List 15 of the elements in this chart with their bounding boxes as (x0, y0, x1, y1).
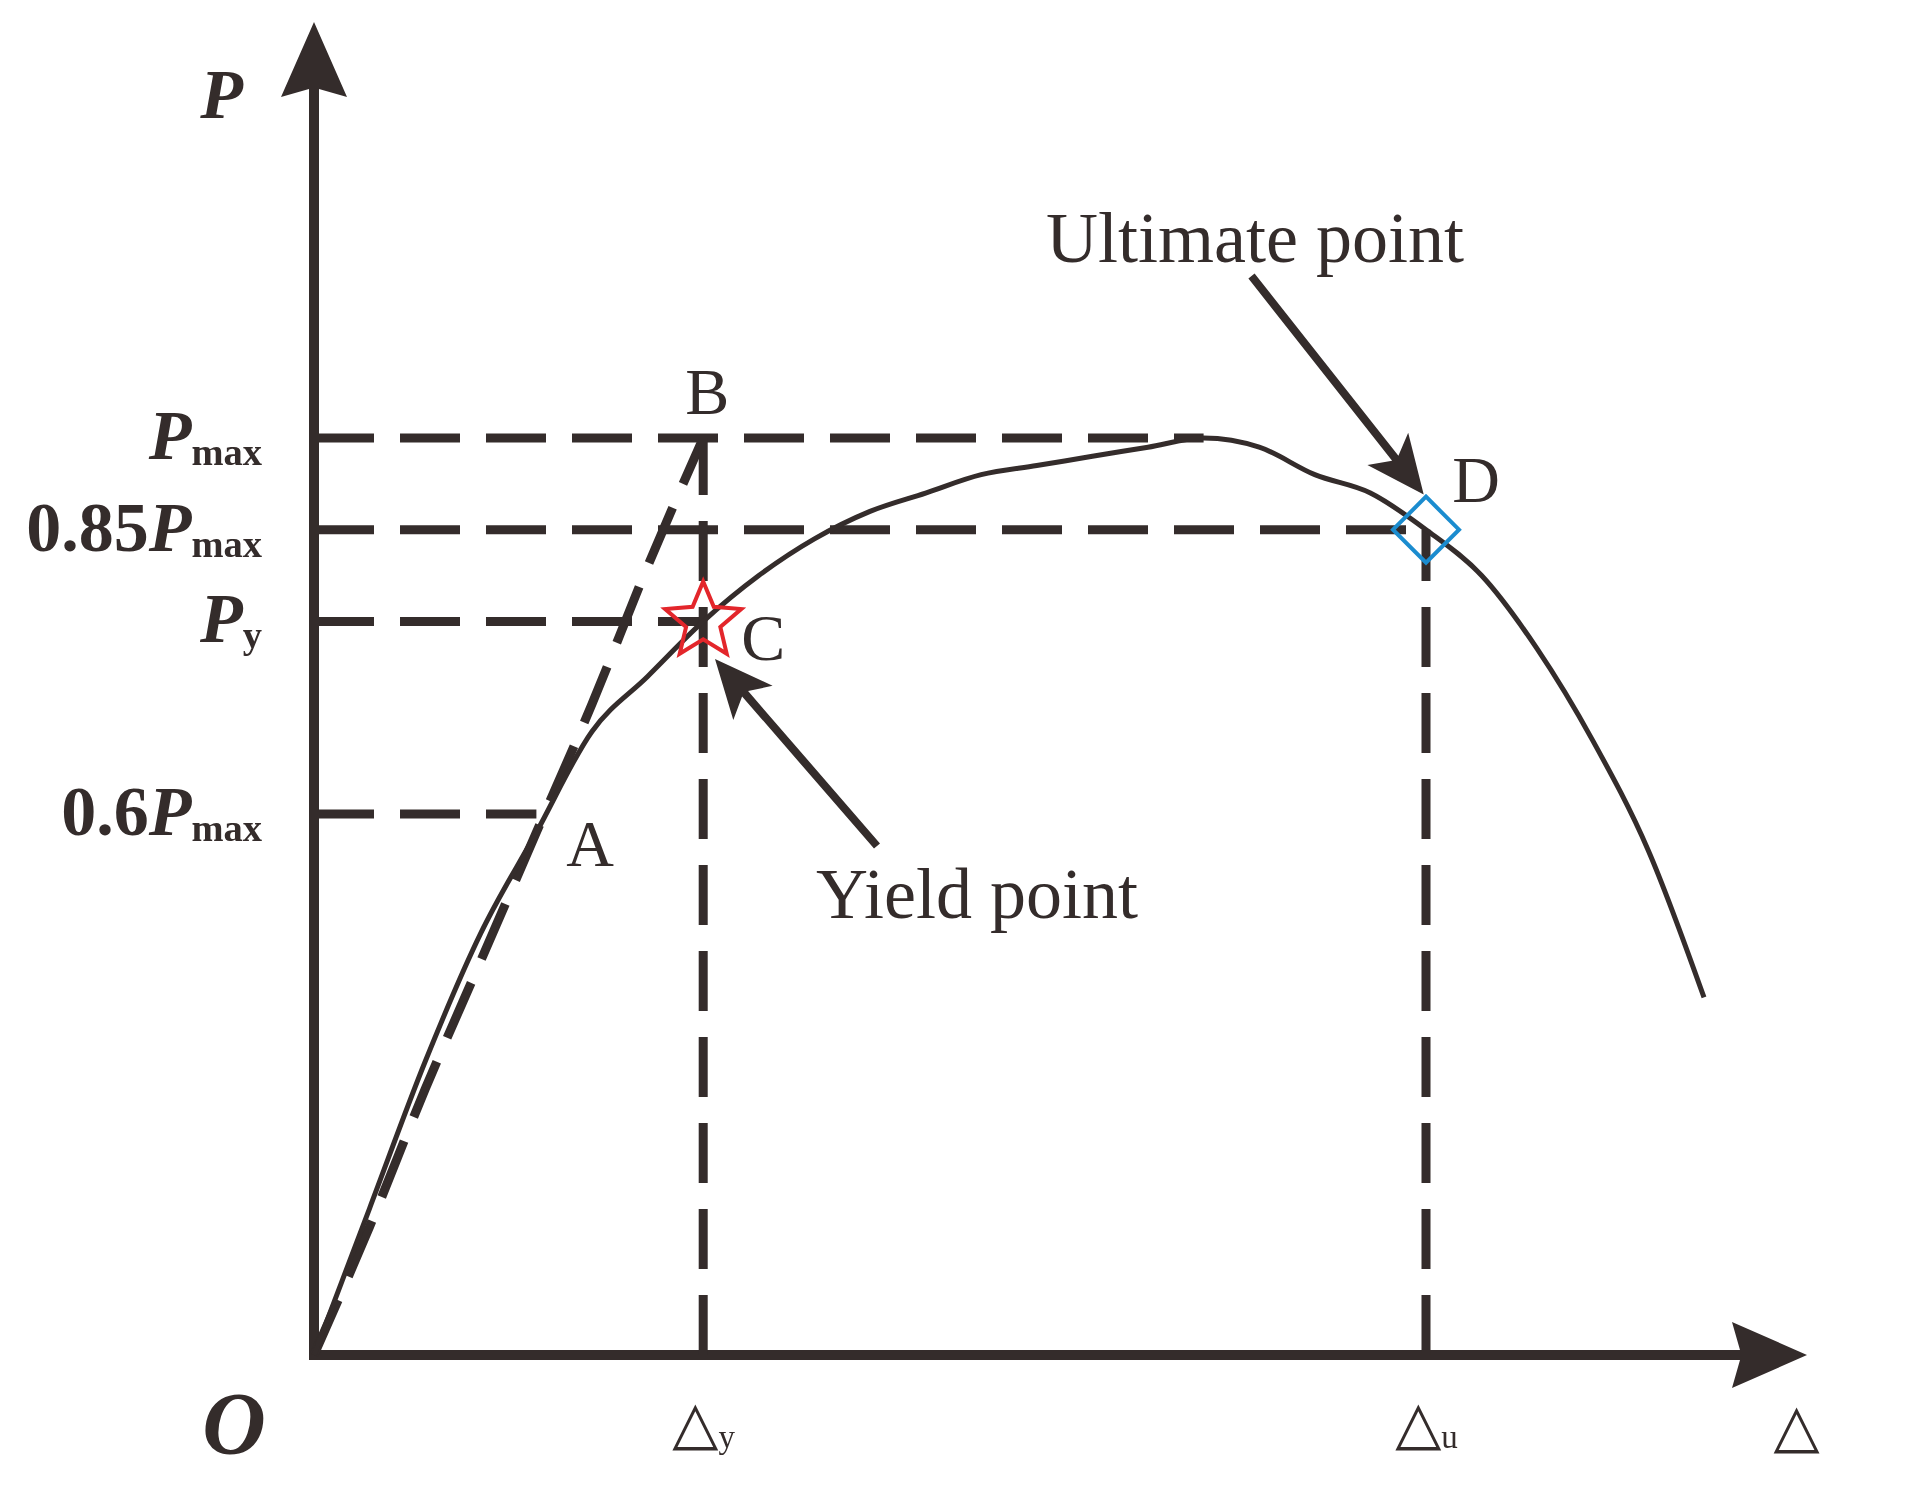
annotation: A (566, 807, 615, 880)
text: 0.6P$_{max}$ (61, 773, 263, 850)
text: P$_{y}$ (198, 580, 262, 657)
x-axis-title: △ (1773, 1392, 1820, 1459)
annotation: Yield point (816, 854, 1138, 934)
text: 0.85P$_{max}$ (26, 489, 263, 566)
annotation: B (685, 355, 730, 428)
text: P$_{max}$ (147, 397, 263, 474)
x-tick-label: △$_{y}$ (672, 1389, 736, 1456)
annotation: C (741, 601, 786, 675)
x-tick-label: △$_{u}$ (1395, 1389, 1458, 1456)
annotation: D (1452, 442, 1500, 516)
text: O (202, 1375, 266, 1472)
y-axis-title: P (199, 55, 245, 133)
text: Ultimate point (1046, 198, 1464, 278)
